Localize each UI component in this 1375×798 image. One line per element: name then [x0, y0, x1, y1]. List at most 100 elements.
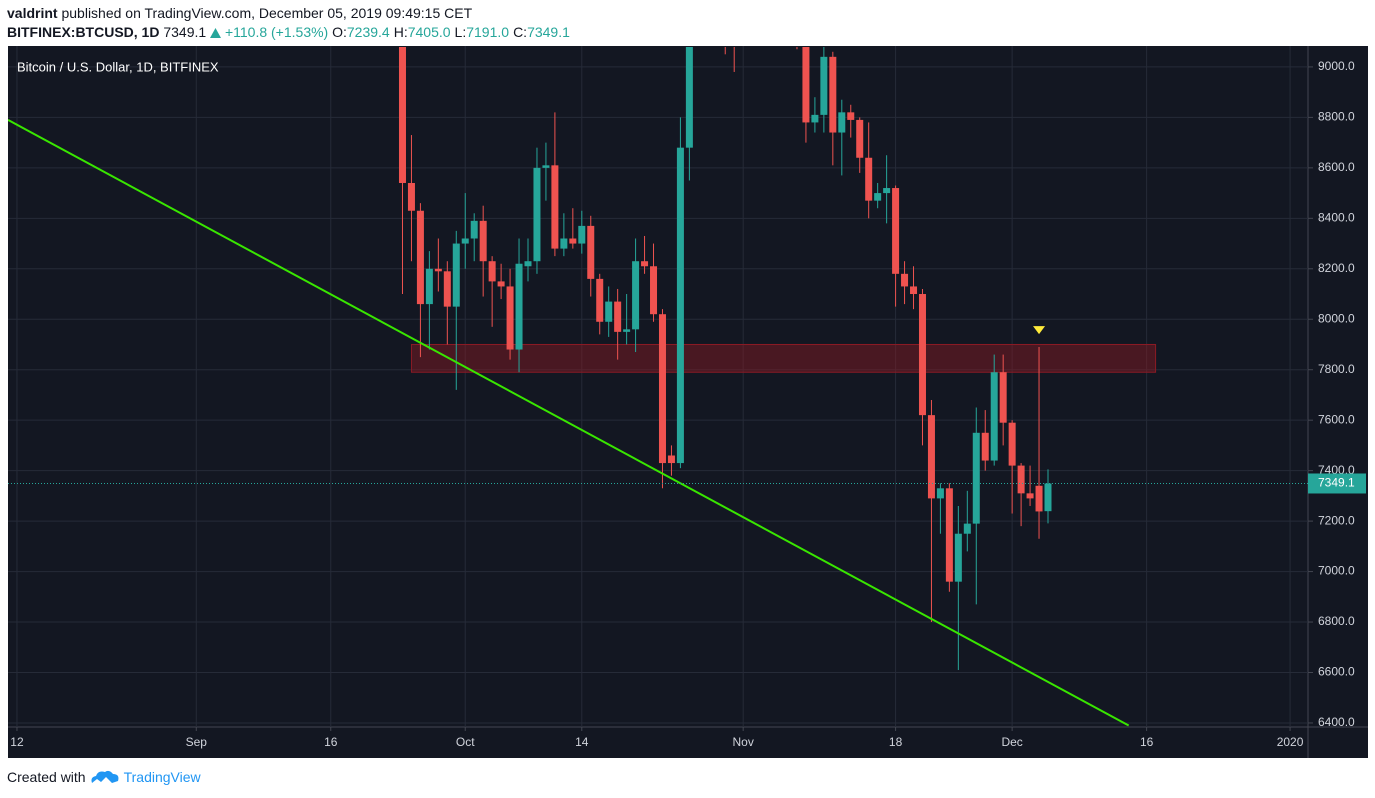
y-tick-label: 6800.0 — [1318, 614, 1355, 628]
candle-body — [704, 0, 711, 11]
candle-body — [542, 165, 550, 168]
candle-body — [990, 372, 998, 461]
candle-body — [758, 0, 765, 16]
y-tick-label: 7800.0 — [1318, 362, 1355, 376]
author: valdrint — [7, 5, 58, 21]
candle-body — [1044, 483, 1052, 512]
symbol: BITFINEX:BTCUSD, 1D — [7, 24, 160, 40]
candle-body — [918, 294, 926, 416]
x-tick-label: Sep — [186, 735, 208, 749]
candle-body — [452, 243, 460, 307]
y-tick-label: 7200.0 — [1318, 513, 1355, 527]
candle-body — [865, 157, 873, 201]
last: 7349.1 — [163, 24, 207, 40]
y-tick-label: 8000.0 — [1318, 311, 1355, 325]
candle-body — [605, 301, 613, 322]
y-tick-label: 7400.0 — [1318, 463, 1355, 477]
candle-body — [802, 47, 810, 123]
y-tick-label: 7000.0 — [1318, 564, 1355, 578]
x-tick-label: 2020 — [1277, 735, 1304, 749]
candle-body — [749, 0, 756, 4]
footer: Created with TradingView — [7, 769, 201, 785]
up-arrow — [210, 28, 222, 38]
candle-body — [398, 47, 406, 183]
candle-body — [847, 112, 855, 120]
candle-body — [927, 415, 935, 499]
x-tick-label: 16 — [324, 735, 338, 749]
candle-body — [963, 523, 971, 534]
candle-body — [479, 220, 487, 262]
field-key: C: — [513, 24, 528, 40]
candle-body — [829, 56, 837, 133]
x-tick-label: 16 — [1140, 735, 1154, 749]
y-tick-label: 7600.0 — [1318, 412, 1355, 426]
field-value: 7405.0 — [407, 24, 451, 40]
candle-body — [740, 4, 747, 29]
chart-background — [8, 46, 1368, 758]
candle-body — [524, 261, 532, 267]
candle-body — [936, 488, 944, 499]
candle-body — [506, 286, 514, 350]
candle-body — [767, 0, 774, 16]
candle-body — [533, 167, 541, 262]
y-tick-label: 8800.0 — [1318, 110, 1355, 124]
candle-body — [793, 0, 800, 16]
candle-body — [1008, 422, 1016, 466]
candle-body — [614, 301, 622, 332]
candle-body — [713, 0, 720, 11]
candle-body — [578, 225, 586, 244]
candle-body — [497, 281, 505, 287]
field-value: 7239.4 — [346, 24, 390, 40]
candle-body — [632, 261, 640, 330]
candle-body — [515, 263, 523, 350]
x-tick-label: 14 — [575, 735, 589, 749]
candle-body — [981, 432, 989, 461]
tv-logo — [91, 770, 119, 783]
y-tick-label: 9000.0 — [1318, 59, 1355, 73]
candle-body — [811, 114, 819, 123]
candle-body — [416, 210, 424, 305]
candle-body — [560, 238, 568, 249]
publish-line: valdrint published on TradingView.com, D… — [7, 5, 472, 21]
last-price-label: 7349.1 — [1318, 476, 1355, 490]
candle-body — [488, 261, 496, 282]
candle-body — [676, 147, 684, 464]
x-tick-label: 18 — [889, 735, 903, 749]
candle-body — [434, 268, 442, 272]
last-price-box — [1308, 473, 1366, 494]
candle-body — [954, 533, 962, 582]
x-tick-label: 12 — [10, 735, 24, 749]
candle-body — [461, 238, 469, 244]
candle-body — [569, 238, 577, 244]
signal-marker — [1033, 326, 1046, 335]
candle-body — [407, 182, 415, 211]
field-value: 7349.1 — [527, 24, 570, 40]
y-tick-label: 8200.0 — [1318, 261, 1355, 275]
candle-body — [838, 112, 846, 133]
candle-body — [1026, 493, 1034, 499]
candle-body — [722, 0, 729, 24]
candle-body — [650, 266, 658, 315]
candle-body — [470, 220, 478, 239]
candle-body — [443, 271, 451, 307]
resistance-zone — [410, 343, 1157, 373]
x-tick-label: Nov — [733, 735, 754, 749]
published: published on TradingView.com, December 0… — [61, 5, 473, 21]
candle-body — [1035, 485, 1043, 512]
candle-body — [658, 314, 666, 464]
candle-body — [551, 165, 559, 249]
candle-body — [945, 488, 953, 582]
ohlc-fields: O:7239.4 H:7405.0 L:7191.0 C:7349.1 — [332, 24, 570, 40]
candle-body — [883, 188, 891, 194]
candle-body — [892, 188, 900, 274]
created-with: Created with — [7, 769, 86, 785]
candle-body — [910, 286, 918, 295]
field-key: L: — [454, 24, 467, 40]
brand: TradingView — [123, 769, 201, 785]
candle-body — [901, 273, 909, 287]
candle-body — [695, 0, 702, 4]
axes: 6400.0 6600.0 6800.0 7000.0 7200.0 7400.0 7600… — [10, 59, 1366, 749]
x-tick-label: Oct — [456, 735, 475, 749]
candle-body — [874, 193, 882, 201]
candle-body — [999, 372, 1007, 423]
